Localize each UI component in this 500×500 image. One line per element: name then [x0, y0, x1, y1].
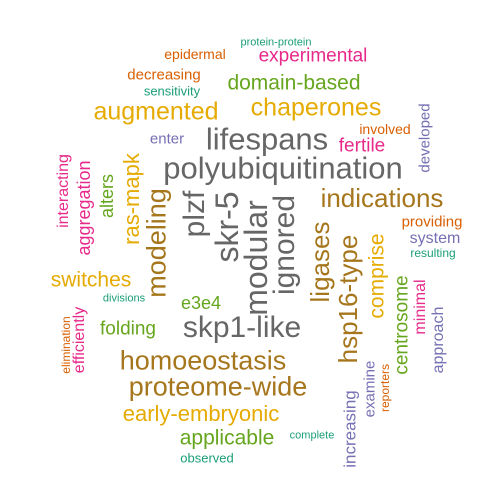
word-ligases: ligases — [305, 221, 335, 303]
word-observed: observed — [180, 450, 234, 466]
word-complete: complete — [289, 429, 335, 442]
word-proteome-wide: proteome-wide — [128, 371, 308, 402]
word-system: system — [409, 230, 461, 247]
word-experimental: experimental — [258, 45, 368, 67]
word-interacting: interacting — [55, 154, 72, 228]
word-resulting: resulting — [410, 246, 456, 260]
word-involved: involved — [359, 121, 411, 137]
word-decreasing: decreasing — [127, 66, 201, 84]
word-indications: indications — [320, 183, 444, 213]
word-applicable: applicable — [179, 426, 275, 450]
word-hsp16-type: hsp16-type — [333, 234, 363, 364]
word-plzf: plzf — [178, 190, 211, 238]
word-ras-mapk: ras-mapk — [119, 153, 144, 245]
word-comprise: comprise — [365, 233, 389, 319]
word-centrosome: centrosome — [391, 275, 413, 375]
word-sensitivity: sensitivity — [143, 83, 201, 99]
word-homoeostasis: homoeostasis — [119, 345, 287, 376]
word-early-embryonic: early-embryonic — [122, 401, 280, 426]
word-epidermal: epidermal — [164, 46, 226, 62]
word-developed: developed — [416, 103, 434, 173]
word-ignored: ignored — [268, 194, 301, 296]
word-skp1-like: skp1-like — [182, 311, 302, 344]
word-enter: enter — [149, 130, 185, 148]
word-efficiently: efficiently — [71, 306, 88, 374]
word-switches: switches — [50, 268, 132, 292]
word-reporters: reporters — [378, 363, 392, 413]
word-e3e4: e3e4 — [180, 293, 222, 313]
word-minimal: minimal — [412, 279, 429, 335]
word-polyubiquitination: polyubiquitination — [163, 150, 403, 186]
word-domain-based: domain-based — [227, 71, 361, 95]
word-folding: folding — [100, 318, 156, 340]
word-divisions: divisions — [102, 292, 146, 305]
word-fertile: fertile — [338, 135, 386, 157]
word-modeling: modeling — [141, 188, 172, 298]
word-lifespans: lifespans — [205, 121, 329, 157]
word-examine: examine — [361, 360, 379, 418]
word-augmented: augmented — [93, 97, 219, 126]
word-chaperones: chaperones — [250, 93, 382, 122]
word-increasing: increasing — [340, 390, 360, 468]
word-alters: alters — [97, 173, 117, 219]
word-providing: providing — [401, 213, 463, 231]
word-approach: approach — [430, 306, 447, 374]
word-elimination: elimination — [59, 316, 73, 374]
word-aggregation: aggregation — [74, 160, 94, 256]
word-protein-protein: protein-protein — [240, 36, 312, 49]
